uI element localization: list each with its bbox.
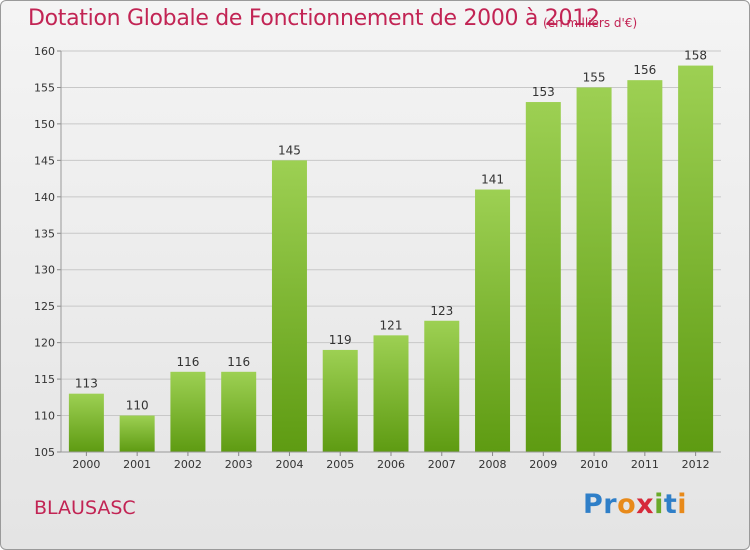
x-tick-label: 2011 (631, 458, 659, 471)
bar (119, 415, 155, 452)
y-tick-label: 110 (34, 410, 55, 423)
x-tick-label: 2010 (580, 458, 608, 471)
x-tick-label: 2000 (72, 458, 100, 471)
x-tick-label: 2009 (529, 458, 557, 471)
data-label: 145 (278, 143, 301, 157)
x-tick-label: 2007 (428, 458, 456, 471)
bar (271, 160, 307, 452)
data-label: 156 (633, 63, 656, 77)
data-label: 141 (481, 173, 504, 187)
data-label: 113 (75, 377, 98, 391)
bar (525, 102, 561, 452)
data-label: 116 (227, 355, 250, 369)
y-tick-label: 150 (34, 118, 55, 131)
x-tick-label: 2006 (377, 458, 405, 471)
data-label: 155 (583, 70, 606, 84)
bars: 113 110 116 116 145 119 121 123 141 153 155 156 158 (68, 49, 714, 453)
data-label: 116 (176, 355, 199, 369)
x-tick-label: 2012 (682, 458, 710, 471)
x-tick-label: 2008 (479, 458, 507, 471)
commune-name: BLAUSASC (34, 497, 136, 519)
data-label: 158 (684, 49, 707, 63)
x-tick-label: 2004 (275, 458, 303, 471)
bar (576, 87, 612, 453)
y-tick-label: 105 (34, 446, 55, 459)
data-label: 123 (430, 304, 453, 318)
y-tick-label: 140 (34, 191, 55, 204)
chart-unit: (en milliers d'€) (543, 16, 638, 30)
y-tick-label: 160 (34, 45, 55, 58)
x-tick-label: 2003 (225, 458, 253, 471)
data-label: 119 (329, 333, 352, 347)
data-label: 121 (380, 318, 403, 332)
chart-title: Dotation Globale de Fonctionnement de 20… (28, 6, 600, 31)
bar (678, 65, 714, 452)
proxiti-logo: Proxiti (583, 489, 688, 520)
y-tick-label: 145 (34, 154, 55, 167)
x-axis: 2000 2001 2002 2003 2004 2005 2006 2007 2008 2009… (61, 451, 721, 471)
bar (424, 320, 460, 452)
bar (627, 80, 663, 452)
data-label: 110 (126, 399, 149, 413)
y-tick-label: 130 (34, 264, 55, 277)
y-tick-label: 155 (34, 81, 55, 94)
y-tick-label: 125 (34, 300, 55, 313)
bar (221, 371, 257, 452)
x-tick-label: 2002 (174, 458, 202, 471)
bar (373, 335, 409, 452)
y-tick-label: 120 (34, 337, 55, 350)
bar (322, 349, 358, 452)
x-tick-label: 2001 (123, 458, 151, 471)
bar (475, 189, 511, 452)
data-label: 153 (532, 85, 555, 99)
y-tick-label: 135 (34, 227, 55, 240)
bar (68, 393, 104, 452)
x-tick-label: 2005 (326, 458, 354, 471)
bar (170, 371, 206, 452)
y-axis: 105 110 115 120 125 130 135 140 145 150 155 160 (34, 45, 62, 459)
y-tick-label: 115 (34, 373, 55, 386)
